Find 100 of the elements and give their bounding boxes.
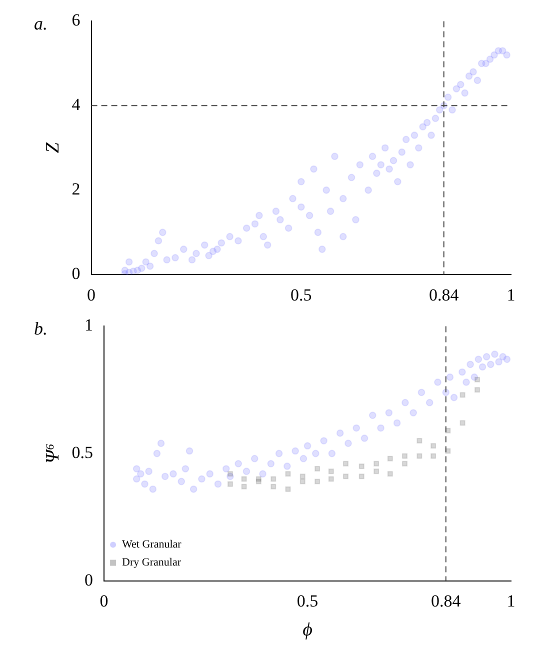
x-tick-label: 0.84 — [431, 591, 462, 610]
point — [206, 470, 214, 478]
point — [474, 387, 480, 393]
point — [344, 440, 352, 448]
point — [320, 437, 328, 444]
y-axis-title: Z — [42, 142, 64, 154]
point — [460, 420, 466, 426]
legend-label: Wet Granular — [122, 538, 182, 551]
point — [462, 378, 470, 386]
point — [430, 443, 436, 449]
point — [312, 450, 320, 458]
point — [157, 440, 165, 448]
point — [503, 356, 511, 363]
point — [430, 453, 436, 459]
point — [328, 468, 334, 474]
point — [178, 478, 186, 486]
point — [418, 388, 426, 396]
point — [374, 468, 380, 474]
point — [491, 350, 498, 358]
x-tick-label: 1 — [506, 285, 516, 304]
point — [304, 442, 312, 450]
point — [416, 453, 422, 459]
x-tick-label: 0.5 — [290, 285, 312, 304]
point — [385, 409, 393, 416]
y-tick-label: 1 — [84, 316, 94, 335]
point — [478, 363, 486, 371]
point — [460, 392, 466, 398]
x-axis-title: ϕ — [302, 620, 313, 641]
point — [186, 447, 194, 455]
point — [402, 453, 408, 459]
point — [358, 474, 364, 480]
point — [387, 471, 393, 477]
point — [145, 468, 153, 476]
point — [387, 456, 393, 462]
point — [250, 454, 258, 462]
point — [161, 472, 169, 480]
point — [358, 463, 364, 469]
point — [241, 484, 247, 490]
x-tick-label: 0.84 — [428, 285, 460, 304]
point — [141, 480, 148, 488]
point — [434, 378, 442, 386]
point — [426, 398, 434, 406]
point — [285, 486, 291, 492]
y-tick-label: 0 — [72, 264, 80, 284]
point — [132, 465, 140, 472]
y-tick-label: 0 — [84, 570, 94, 590]
point — [410, 409, 418, 416]
y-tick-label: 4 — [72, 95, 81, 114]
point — [227, 481, 233, 487]
point — [300, 454, 308, 462]
point — [368, 412, 376, 420]
point — [182, 465, 190, 472]
point — [336, 429, 344, 437]
point — [352, 424, 360, 432]
point — [393, 419, 401, 427]
point — [450, 394, 458, 402]
point — [149, 485, 157, 493]
point — [474, 356, 482, 363]
point — [234, 460, 242, 468]
point — [495, 358, 502, 366]
point — [153, 450, 161, 458]
point — [275, 450, 283, 458]
point — [222, 465, 230, 472]
point — [132, 475, 140, 483]
point — [136, 470, 144, 478]
point — [292, 447, 300, 455]
point — [314, 478, 320, 484]
point — [256, 478, 262, 484]
point — [242, 468, 250, 476]
point — [466, 360, 474, 368]
point — [270, 476, 276, 482]
point — [300, 474, 306, 480]
x-tick-label: 1 — [506, 591, 516, 610]
point — [446, 373, 454, 381]
x-tick-label: 0 — [100, 591, 108, 610]
point — [343, 460, 349, 466]
y-tick-label: 2 — [72, 180, 80, 199]
point — [270, 484, 276, 490]
point — [402, 460, 408, 466]
point — [377, 424, 384, 432]
point — [416, 438, 422, 444]
text: a. — [34, 14, 48, 34]
point — [241, 476, 247, 482]
x-tick-label: 0.5 — [296, 591, 318, 610]
point — [328, 476, 334, 482]
point — [374, 460, 380, 466]
y-axis-title: Ψ⁶ — [42, 444, 64, 464]
point — [328, 450, 336, 458]
point — [267, 460, 275, 468]
point — [198, 475, 206, 483]
y-tick-label: 6 — [72, 10, 80, 30]
text: b. — [34, 318, 48, 339]
point — [343, 474, 349, 480]
point — [214, 480, 222, 488]
y-tick-label: 0.5 — [72, 442, 94, 462]
point — [474, 376, 480, 382]
point — [458, 368, 466, 376]
point — [314, 466, 320, 472]
point — [227, 471, 233, 477]
legend-label: Dry Granular — [122, 556, 182, 569]
